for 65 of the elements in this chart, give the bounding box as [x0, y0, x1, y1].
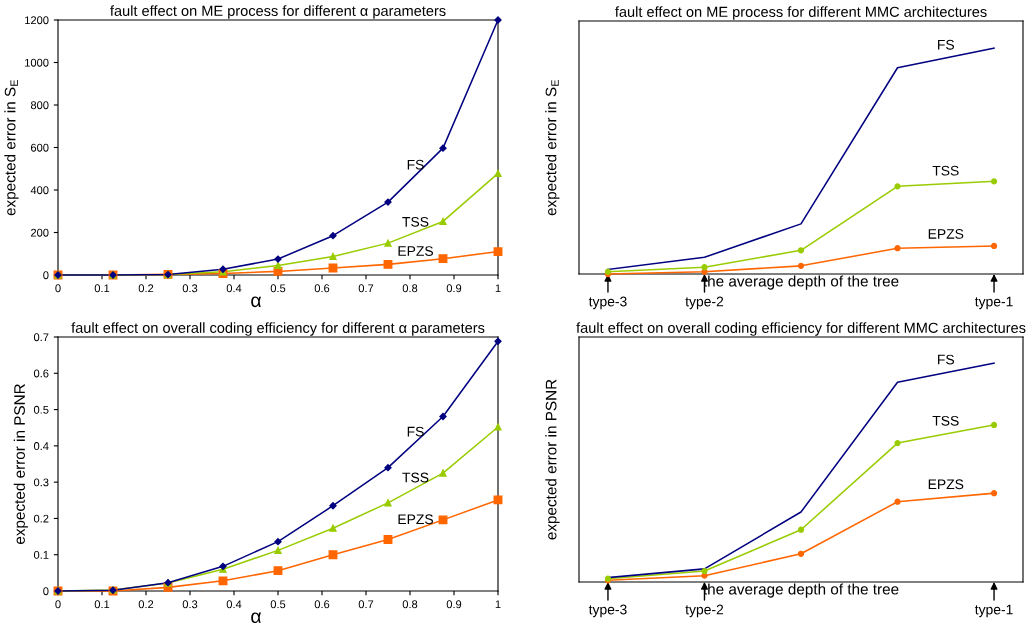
series-label: TSS: [402, 216, 429, 227]
x-tick-label: 0.8: [402, 284, 418, 293]
x-tick-label: type-1: [974, 296, 1013, 310]
x-tick-label: 0.4: [226, 284, 242, 293]
y-tick-label: 0.5: [33, 405, 49, 414]
y-tick-label: 0.6: [33, 369, 49, 378]
y-tick-label: 0: [43, 587, 49, 596]
chart-title: fault effect on overall coding efficiency for different MMC architectures: [576, 322, 1026, 336]
x-tick-label: 0.5: [270, 284, 286, 293]
series-label: FS: [407, 159, 424, 170]
x-tick-label: type-2: [685, 296, 724, 310]
x-tick-label: 0.3: [182, 284, 198, 293]
x-tick-label: type-2: [685, 604, 724, 618]
x-tick-label: 0.7: [358, 600, 374, 609]
x-tick-label: 0.7: [358, 284, 374, 293]
x-tick-label: 0.2: [138, 600, 154, 609]
y-axis-title: expected error in S$_{E}$: [4, 80, 19, 216]
y-tick-label: 600: [31, 143, 49, 152]
x-tick-label: 0.6: [314, 600, 330, 609]
chart-title: fault effect on ME process for different MMC architectures: [615, 6, 987, 20]
x-tick-label: 0: [55, 284, 61, 293]
x-tick-label: 0.4: [226, 600, 242, 609]
x-tick-label: 1: [495, 600, 501, 609]
y-tick-label: 1200: [25, 16, 49, 25]
x-tick-label: 0.2: [138, 284, 154, 293]
x-tick-label: type-3: [588, 296, 627, 310]
y-tick-label: 400: [30, 186, 49, 195]
y-axis-title: expected error in S$_{E}$: [545, 80, 560, 216]
x-tick-label: 0.1: [94, 600, 110, 609]
x-axis-title: α: [251, 296, 262, 308]
series-label: EPZS: [398, 514, 433, 525]
series-label: FS: [938, 354, 955, 365]
x-tick-label: 0.8: [402, 600, 418, 609]
x-tick-label: type-3: [588, 604, 627, 618]
y-tick-label: 0.2: [33, 514, 49, 523]
y-tick-label: 0.3: [33, 478, 49, 487]
series-label: FS: [938, 39, 955, 50]
x-axis-title: α: [251, 612, 262, 624]
y-tick-label: 200: [30, 228, 49, 237]
series-label: TSS: [402, 472, 429, 483]
series-label: FS: [407, 426, 424, 437]
x-tick-label: 0.9: [446, 600, 462, 609]
series-label: EPZS: [928, 479, 964, 490]
y-tick-label: 1000: [25, 58, 49, 67]
y-tick-label: 0.1: [33, 550, 49, 559]
y-tick-label: 0.4: [33, 442, 49, 450]
x-tick-label: 0.6: [314, 284, 330, 293]
y-tick-label: 0.7: [33, 333, 49, 342]
y-axis-title: expected error in PSNR: [545, 379, 560, 540]
series-label: TSS: [932, 415, 959, 426]
series-label: EPZS: [928, 228, 964, 239]
x-tick-label: 0.5: [270, 600, 286, 609]
chart-title: fault effect on overall coding efficiency for different α parameters: [71, 322, 485, 336]
x-tick-label: 1: [495, 284, 501, 293]
y-axis-title: expected error in PSNR: [13, 384, 28, 545]
x-tick-label: 0.3: [182, 600, 198, 609]
x-tick-label: 0.9: [446, 284, 462, 293]
x-tick-label: 0: [55, 600, 61, 609]
y-tick-label: 800: [30, 101, 49, 110]
series-label: TSS: [932, 165, 959, 176]
chart-title: fault effect on ME process for different α parameters: [110, 5, 446, 19]
x-tick-label: 0.1: [94, 284, 110, 293]
x-tick-label: type-1: [974, 604, 1013, 618]
series-label: EPZS: [398, 246, 433, 256]
y-tick-label: 0: [43, 271, 49, 280]
